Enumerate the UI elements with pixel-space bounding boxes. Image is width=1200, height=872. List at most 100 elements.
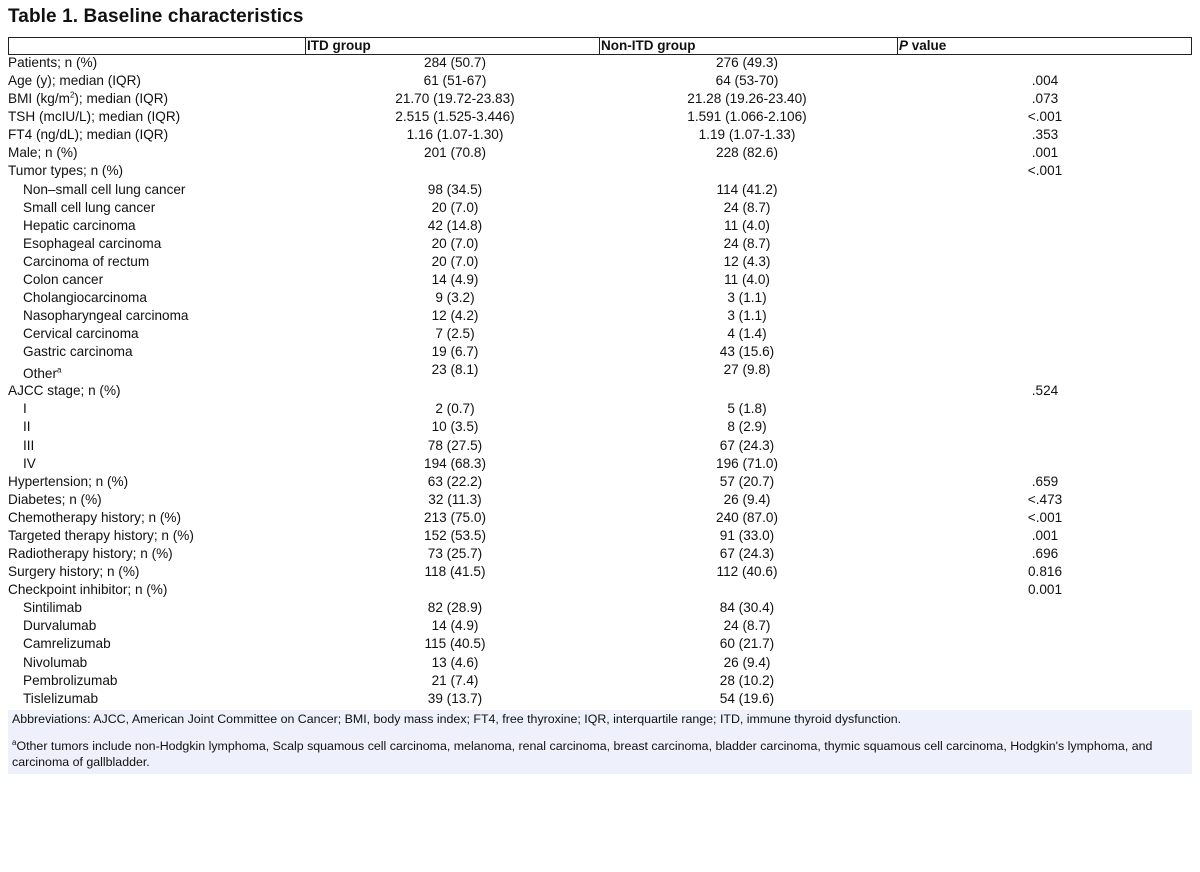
row-label-text: Camrelizumab: [23, 636, 111, 652]
row-label: FT4 (ng/dL); median (IQR): [8, 126, 168, 144]
row-label: Hepatic carcinoma: [23, 217, 136, 235]
non-itd-value: 24 (8.7): [723, 199, 771, 215]
row-label: Radiotherapy history; n (%): [8, 545, 173, 563]
non-itd-value: 12 (4.3): [723, 253, 771, 269]
row-label-text: Cervical carcinoma: [23, 326, 139, 342]
row-label: Patients; n (%): [8, 54, 97, 72]
row-label: Surgery history; n (%): [8, 563, 139, 581]
non-itd-value: 28 (10.2): [719, 672, 775, 688]
non-itd-value: 240 (87.0): [716, 509, 778, 525]
table-row: Diabetes; n (%) 32 (11.3) 26 (9.4) <.473: [0, 491, 1200, 509]
itd-value: 20 (7.0): [431, 199, 479, 215]
itd-value: 12 (4.2): [431, 308, 479, 324]
row-label: TSH (mcIU/L); median (IQR): [8, 108, 180, 126]
table-row: Nasopharyngeal carcinoma 12 (4.2) 3 (1.1): [0, 307, 1200, 325]
row-label-superscript: 2: [69, 90, 75, 100]
itd-value: 21 (7.4): [431, 672, 479, 688]
table-row: Hypertension; n (%) 63 (22.2) 57 (20.7) .65…: [0, 473, 1200, 491]
itd-value: 61 (51-67): [423, 73, 487, 89]
row-label: III: [23, 437, 34, 455]
non-itd-value: 112 (40.6): [716, 564, 778, 580]
non-itd-value: 276 (49.3): [716, 55, 778, 70]
row-label-text: Tislelizumab: [23, 690, 99, 706]
table-row: Sintilimab 82 (28.9) 84 (30.4): [0, 599, 1200, 617]
itd-value: 118 (41.5): [424, 564, 486, 580]
p-value: <.001: [1027, 109, 1063, 125]
row-label-text: BMI (kg/m: [8, 91, 70, 107]
non-itd-value: 60 (21.7): [719, 636, 775, 652]
other-tumors-note: aOther tumors include non-Hodgkin lympho…: [12, 738, 1187, 770]
table-row: Tislelizumab 39 (13.7) 54 (19.6): [0, 690, 1200, 708]
row-label: Cervical carcinoma: [23, 325, 139, 343]
non-itd-value: 54 (19.6): [719, 690, 775, 706]
other-tumors-text: Other tumors include non-Hodgkin lymphom…: [12, 739, 1153, 769]
row-label: Checkpoint inhibitor; n (%): [8, 581, 167, 599]
table-row: Othera 23 (8.1) 27 (9.8): [0, 361, 1200, 382]
row-label-text: Nasopharyngeal carcinoma: [23, 308, 189, 324]
row-label-text: II: [23, 419, 31, 435]
abbreviations-note: Abbreviations: AJCC, American Joint Comm…: [12, 712, 902, 726]
row-label-text: Hypertension; n (%): [8, 473, 129, 489]
table-row: Age (y); median (IQR) 61 (51-67) 64 (53-70…: [0, 72, 1200, 90]
table-row: Gastric carcinoma 19 (6.7) 43 (15.6): [0, 343, 1200, 361]
table-row: Small cell lung cancer 20 (7.0) 24 (8.7): [0, 199, 1200, 217]
p-value: <.473: [1027, 491, 1063, 507]
row-label: Chemotherapy history; n (%): [8, 509, 181, 527]
row-label-text: Hepatic carcinoma: [23, 217, 136, 233]
p-value: .004: [1031, 73, 1059, 89]
itd-value: 115 (40.5): [424, 636, 486, 652]
non-itd-value: 3 (1.1): [727, 308, 767, 324]
header-non-itd-group: Non-ITD group: [599, 38, 696, 54]
non-itd-value: 1.591 (1.066-2.106): [687, 109, 807, 125]
table-row: Cholangiocarcinoma 9 (3.2) 3 (1.1): [0, 289, 1200, 307]
table-row: Esophageal carcinoma 20 (7.0) 24 (8.7): [0, 235, 1200, 253]
itd-value: 21.70 (19.72-23.83): [395, 91, 515, 107]
row-label-text: Other: [23, 366, 57, 382]
row-label-text: TSH (mcIU/L); median (IQR): [8, 109, 181, 125]
row-label: Tislelizumab: [23, 690, 98, 708]
header-p-italic: P: [899, 38, 909, 53]
row-label: Pembrolizumab: [23, 672, 117, 690]
row-label: I: [23, 400, 27, 418]
header-p-value: P value: [897, 38, 946, 54]
table-row: Camrelizumab 115 (40.5) 60 (21.7): [0, 635, 1200, 653]
itd-value: 23 (8.1): [431, 362, 479, 378]
p-value: <.001: [1027, 509, 1063, 525]
row-label-text: Cholangiocarcinoma: [23, 290, 147, 306]
table-row: Targeted therapy history; n (%) 152 (53.5…: [0, 527, 1200, 545]
table-row: Nivolumab 13 (4.6) 26 (9.4): [0, 654, 1200, 672]
itd-value: 42 (14.8): [427, 217, 483, 233]
p-value: .696: [1031, 546, 1059, 562]
p-value: .073: [1031, 91, 1059, 107]
non-itd-value: 26 (9.4): [723, 491, 771, 507]
itd-value: 2 (0.7): [435, 401, 475, 417]
non-itd-value: 4 (1.4): [727, 326, 767, 342]
row-label-text: Carcinoma of rectum: [23, 253, 150, 269]
itd-value: 201 (70.8): [424, 145, 486, 161]
table-row: BMI (kg/m2); median (IQR) 21.70 (19.72-23…: [0, 90, 1200, 108]
table-row: Durvalumab 14 (4.9) 24 (8.7): [0, 617, 1200, 635]
non-itd-value: 26 (9.4): [723, 654, 771, 670]
itd-value: 152 (53.5): [424, 527, 486, 543]
row-label: Esophageal carcinoma: [23, 235, 161, 253]
itd-value: 14 (4.9): [431, 618, 479, 634]
table-row: Cervical carcinoma 7 (2.5) 4 (1.4): [0, 325, 1200, 343]
table-row: II 10 (3.5) 8 (2.9): [0, 418, 1200, 436]
non-itd-value: 24 (8.7): [723, 618, 771, 634]
p-value: 0.001: [1027, 582, 1063, 598]
row-label: Othera: [23, 365, 61, 383]
non-itd-value: 84 (30.4): [719, 600, 775, 616]
row-label-suffix: ); median (IQR): [74, 91, 169, 107]
non-itd-value: 27 (9.8): [723, 362, 771, 378]
table-row: Male; n (%) 201 (70.8) 228 (82.6) .001: [0, 144, 1200, 162]
non-itd-value: 3 (1.1): [727, 290, 767, 306]
table-row: Radiotherapy history; n (%) 73 (25.7) 67 (…: [0, 545, 1200, 563]
table-row: Non–small cell lung cancer 98 (34.5) 114 (…: [0, 181, 1200, 199]
itd-value: 32 (11.3): [428, 491, 482, 507]
table-title: Table 1. Baseline characteristics: [8, 6, 304, 27]
row-label-text: Age (y); median (IQR): [8, 73, 141, 89]
row-label-text: Patients; n (%): [8, 55, 98, 70]
row-label: AJCC stage; n (%): [8, 382, 121, 400]
row-label: Male; n (%): [8, 144, 78, 162]
non-itd-value: 5 (1.8): [727, 401, 767, 417]
